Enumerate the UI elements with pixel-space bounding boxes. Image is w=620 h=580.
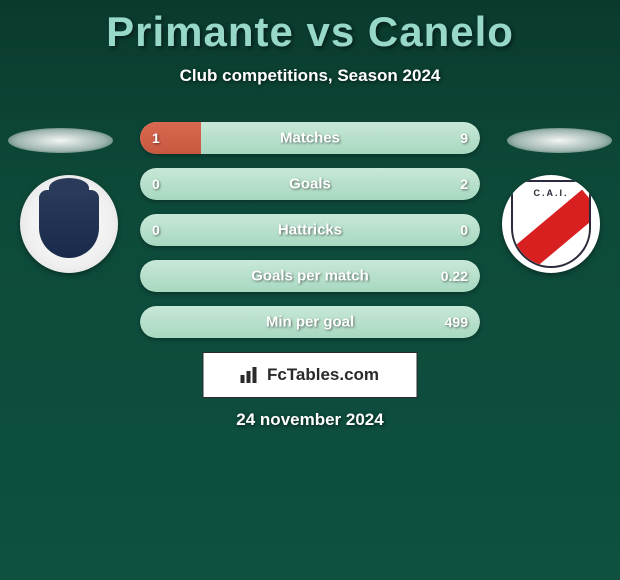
independiente-shield-icon: C.A.I.: [511, 180, 591, 268]
stat-label: Goals per match: [251, 268, 369, 285]
stat-row-goals-per-match: Goals per match 0.22: [140, 260, 480, 292]
stat-label: Goals: [289, 176, 331, 193]
stat-label: Matches: [280, 130, 340, 147]
logo-text: FcTables.com: [267, 365, 379, 385]
date-label: 24 november 2024: [236, 410, 383, 430]
bar-chart-icon: [241, 367, 261, 383]
right-team-crest: C.A.I.: [502, 175, 600, 273]
stat-right-value: 499: [445, 314, 468, 330]
stats-panel: 1 Matches 9 0 Goals 2 0 Hattricks 0 Goal…: [140, 122, 480, 352]
stat-right-value: 0: [460, 222, 468, 238]
page-title: Primante vs Canelo: [0, 0, 620, 56]
stat-label: Min per goal: [266, 314, 354, 331]
crest-stripe: [511, 189, 591, 268]
stat-right-value: 9: [460, 130, 468, 146]
stat-left-value: 1: [152, 130, 160, 146]
stat-right-value: 0.22: [441, 268, 468, 284]
stat-row-hattricks: 0 Hattricks 0: [140, 214, 480, 246]
left-player-spotlight: [8, 128, 113, 153]
stat-left-value: 0: [152, 176, 160, 192]
stat-fill-left: [140, 122, 201, 154]
stat-row-goals: 0 Goals 2: [140, 168, 480, 200]
stat-row-min-per-goal: Min per goal 499: [140, 306, 480, 338]
stat-right-value: 2: [460, 176, 468, 192]
stat-label: Hattricks: [278, 222, 342, 239]
fctables-logo[interactable]: FcTables.com: [203, 352, 418, 398]
gimnasia-shield-icon: [39, 190, 99, 258]
stat-left-value: 0: [152, 222, 160, 238]
page-subtitle: Club competitions, Season 2024: [0, 66, 620, 86]
crest-letters: C.A.I.: [533, 188, 568, 198]
right-player-spotlight: [507, 128, 612, 153]
left-team-crest: [20, 175, 118, 273]
stat-row-matches: 1 Matches 9: [140, 122, 480, 154]
